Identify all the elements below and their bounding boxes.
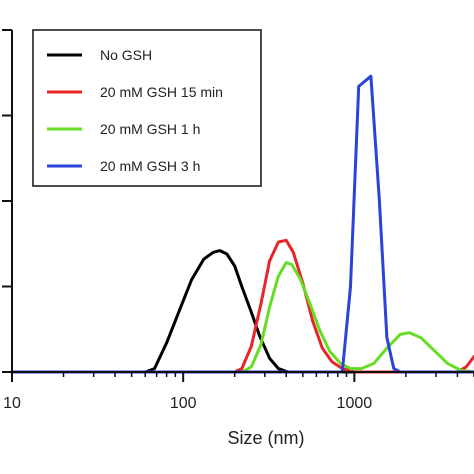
legend-label-3: 20 mM GSH 1 h [100, 121, 200, 137]
legend: No GSH 20 mM GSH 15 min 20 mM GSH 1 h 20 mM… [32, 29, 262, 187]
series-line-3 [10, 261, 474, 374]
legend-label-2: 20 mM GSH 15 min [100, 84, 223, 100]
x-tick-label: 1000 [337, 395, 373, 412]
series-line-1 [10, 249, 474, 374]
legend-label-4: 20 mM GSH 3 h [100, 158, 200, 174]
x-axis-title: Size (nm) [227, 428, 304, 448]
legend-label-1: No GSH [100, 47, 152, 63]
y-ticks [2, 29, 12, 373]
x-ticks [11, 372, 474, 382]
series-line-2 [10, 238, 474, 374]
x-tick-label: 100 [170, 395, 197, 412]
x-tick-label: 10 [3, 395, 21, 412]
x-tick-labels: 10 100 1000 [3, 395, 372, 412]
series-line-4 [10, 74, 474, 374]
axes: 10 100 1000 [2, 29, 474, 412]
